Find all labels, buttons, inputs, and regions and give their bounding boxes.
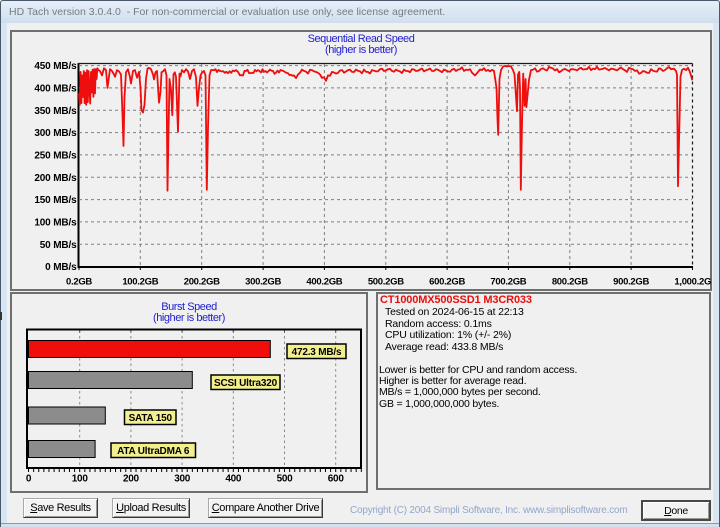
svg-text:100.2GB: 100.2GB <box>122 277 158 288</box>
svg-text:400 MB/s: 400 MB/s <box>34 84 77 95</box>
svg-text:400.2GB: 400.2GB <box>306 277 342 288</box>
svg-text:200.2GB: 200.2GB <box>184 277 220 288</box>
svg-text:700.2GB: 700.2GB <box>490 277 526 288</box>
svg-text:350 MB/s: 350 MB/s <box>34 106 77 117</box>
svg-text:100 MB/s: 100 MB/s <box>34 218 77 229</box>
svg-text:600: 600 <box>328 474 345 485</box>
svg-text:100: 100 <box>72 474 89 485</box>
svg-text:200: 200 <box>123 474 140 485</box>
svg-text:0: 0 <box>26 474 32 485</box>
svg-text:900.2GB: 900.2GB <box>613 277 649 288</box>
svg-text:800.2GB: 800.2GB <box>552 277 588 288</box>
svg-text:50 MB/s: 50 MB/s <box>40 240 77 251</box>
svg-text:150 MB/s: 150 MB/s <box>34 195 77 206</box>
svg-text:200 MB/s: 200 MB/s <box>34 173 77 184</box>
svg-text:SCSI Ultra320: SCSI Ultra320 <box>214 378 278 389</box>
svg-text:0.2GB: 0.2GB <box>66 277 92 288</box>
svg-text:500: 500 <box>277 474 294 485</box>
svg-text:400: 400 <box>225 474 242 485</box>
svg-text:600.2GB: 600.2GB <box>429 277 465 288</box>
svg-text:300: 300 <box>174 474 191 485</box>
svg-text:300.2GB: 300.2GB <box>245 277 281 288</box>
svg-text:0 MB/s: 0 MB/s <box>45 262 77 273</box>
svg-text:1,000.2GB: 1,000.2GB <box>674 277 718 288</box>
svg-text:SATA 150: SATA 150 <box>129 413 173 424</box>
svg-text:ATA UltraDMA 6: ATA UltraDMA 6 <box>117 446 190 457</box>
svg-text:300 MB/s: 300 MB/s <box>34 128 77 139</box>
svg-text:450 MB/s: 450 MB/s <box>34 61 77 72</box>
svg-text:472.3 MB/s: 472.3 MB/s <box>292 347 342 358</box>
svg-text:250 MB/s: 250 MB/s <box>34 151 77 162</box>
svg-text:500.2GB: 500.2GB <box>368 277 404 288</box>
